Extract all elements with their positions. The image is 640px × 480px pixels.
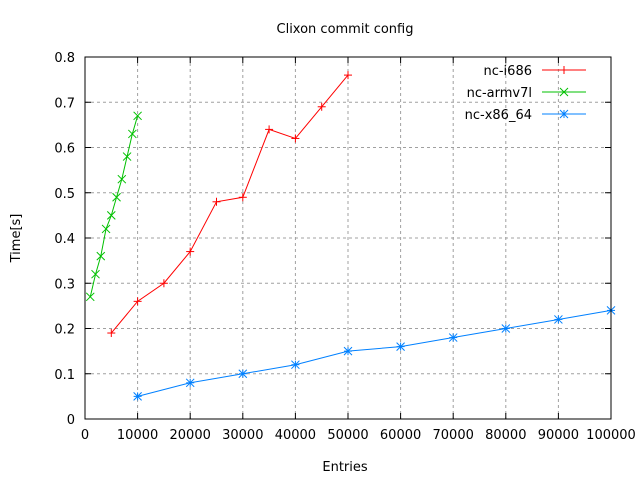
y-tick-label: 0.2 xyxy=(54,323,75,338)
data-point xyxy=(238,193,247,202)
legend-label: nc-i686 xyxy=(483,64,532,79)
star-marker-stroke xyxy=(238,369,248,379)
data-point xyxy=(238,369,248,379)
y-tick-label: 0.4 xyxy=(54,232,75,247)
data-point xyxy=(448,333,458,342)
series-line xyxy=(137,309,612,397)
y-tick-label: 0.1 xyxy=(54,368,75,383)
x-tick-label: 50000 xyxy=(327,428,368,443)
cross-marker-stroke xyxy=(85,292,95,302)
data-point xyxy=(212,197,221,206)
data-point xyxy=(112,192,121,202)
data-point xyxy=(317,102,326,111)
series-line xyxy=(89,115,139,297)
x-tick-label: 100000 xyxy=(586,428,636,443)
data-point xyxy=(343,346,353,356)
series-nc-armv7l xyxy=(85,111,142,302)
data-point xyxy=(107,329,116,338)
star-marker-stroke xyxy=(554,315,563,324)
legend-label: nc-x86_64 xyxy=(465,108,532,123)
star-marker-stroke xyxy=(396,342,405,351)
star-marker-stroke xyxy=(559,109,569,119)
star-marker-stroke xyxy=(501,324,511,333)
cross-marker-stroke xyxy=(101,224,111,234)
data-point xyxy=(159,279,168,288)
legend: nc-i686 nc-armv7l nc-x86_64 xyxy=(465,64,586,123)
y-tick-label: 0.3 xyxy=(54,277,75,292)
star-marker-stroke xyxy=(343,346,353,356)
chart-title: Clixon commit config xyxy=(277,22,414,37)
data-point xyxy=(101,224,111,234)
y-tick-label: 0.7 xyxy=(54,96,75,111)
data-point xyxy=(291,360,300,370)
cross-marker-stroke xyxy=(127,129,137,139)
data-point xyxy=(133,392,142,401)
star-marker-stroke xyxy=(185,378,195,388)
legend-marker xyxy=(559,87,569,97)
legend-marker xyxy=(559,109,569,119)
data-point xyxy=(106,211,116,220)
data-point xyxy=(396,342,405,351)
grid xyxy=(85,57,611,419)
cross-marker-stroke xyxy=(91,269,100,279)
star-marker-stroke xyxy=(133,392,142,401)
y-axis-label: Time[s] xyxy=(9,214,24,264)
data-point xyxy=(96,251,106,261)
x-tick-label: 60000 xyxy=(380,428,421,443)
star-marker-stroke xyxy=(448,333,458,342)
series-nc-x86_64 xyxy=(133,306,616,401)
x-tick-label: 80000 xyxy=(485,428,526,443)
plot-frame xyxy=(84,56,612,420)
cross-marker-stroke xyxy=(106,211,116,220)
series-line xyxy=(110,74,349,334)
data-point xyxy=(133,297,142,306)
legend-marker xyxy=(560,66,568,74)
x-tick-label: 10000 xyxy=(117,428,158,443)
x-tick-label: 70000 xyxy=(433,428,474,443)
legend-label: nc-armv7l xyxy=(467,86,532,101)
cross-marker-stroke xyxy=(117,174,127,184)
cross-marker-stroke xyxy=(96,251,106,261)
cross-marker-stroke xyxy=(112,192,121,202)
cross-marker-stroke xyxy=(559,87,569,97)
x-tick-label: 0 xyxy=(81,428,89,443)
cross-marker-stroke xyxy=(122,152,132,161)
data-point xyxy=(117,174,127,184)
data-point xyxy=(265,125,274,134)
series-layer xyxy=(85,71,616,401)
ticks: 0 10000 20000 30000 40000 50000 60000 70000 8000… xyxy=(54,51,636,443)
data-point xyxy=(91,269,100,279)
data-point xyxy=(501,324,511,333)
series-nc-i686 xyxy=(107,71,352,338)
data-point xyxy=(185,378,195,388)
data-point xyxy=(85,292,95,302)
star-marker-stroke xyxy=(291,360,300,370)
x-tick-label: 30000 xyxy=(222,428,263,443)
data-point xyxy=(291,134,300,143)
data-point xyxy=(186,247,195,256)
data-point xyxy=(133,111,142,121)
data-point xyxy=(127,129,137,139)
x-tick-label: 20000 xyxy=(170,428,211,443)
x-axis-label: Entries xyxy=(322,460,368,475)
y-tick-label: 0.8 xyxy=(54,51,75,66)
x-tick-label: 90000 xyxy=(538,428,579,443)
cross-marker-stroke xyxy=(133,111,142,121)
y-tick-label: 0.5 xyxy=(54,187,75,202)
x-tick-label: 40000 xyxy=(275,428,316,443)
data-point xyxy=(122,152,132,161)
data-point xyxy=(344,71,352,80)
data-point xyxy=(554,315,563,324)
y-tick-label: 0 xyxy=(67,413,75,428)
y-tick-label: 0.6 xyxy=(54,142,75,157)
